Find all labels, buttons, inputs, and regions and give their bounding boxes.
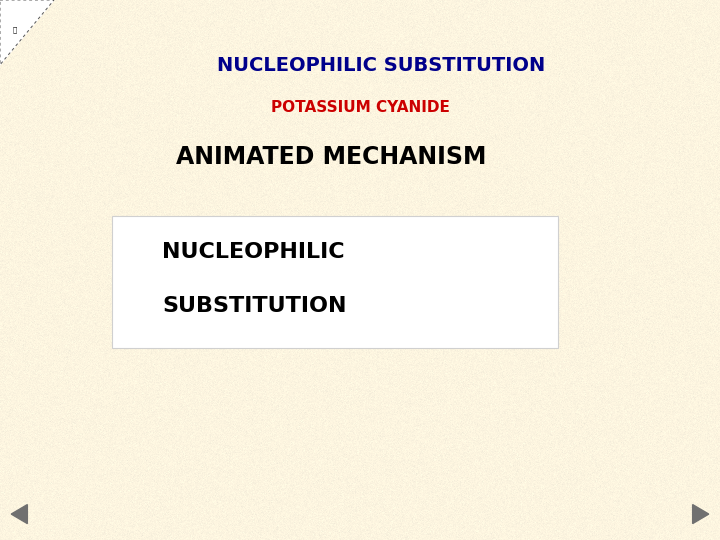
Polygon shape [12,504,27,524]
Text: NUCLEOPHILIC: NUCLEOPHILIC [162,242,345,262]
Text: 🌿: 🌿 [12,26,17,33]
Polygon shape [693,504,708,524]
Text: ANIMATED MECHANISM: ANIMATED MECHANISM [176,145,487,168]
Text: NUCLEOPHILIC SUBSTITUTION: NUCLEOPHILIC SUBSTITUTION [217,56,546,76]
Text: POTASSIUM CYANIDE: POTASSIUM CYANIDE [271,100,449,116]
Polygon shape [0,0,54,65]
Text: SUBSTITUTION: SUBSTITUTION [162,296,346,316]
Bar [112,216,558,348]
